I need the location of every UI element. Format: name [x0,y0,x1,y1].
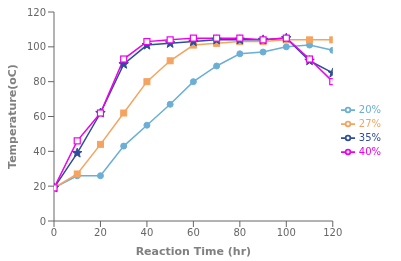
svg-text:Temperature(oC): Temperature(oC) [8,64,19,169]
svg-text:40: 40 [141,227,154,238]
svg-text:120: 120 [323,227,342,238]
svg-text:100: 100 [277,227,296,238]
svg-text:80: 80 [33,76,46,87]
svg-text:120: 120 [27,7,46,18]
svg-text:0: 0 [40,216,46,227]
html-text:40%: 40% [358,145,381,157]
svg-text:100: 100 [27,41,46,52]
html-text:27%: 27% [358,117,381,129]
svg-text:80: 80 [233,227,246,238]
svg-text:20: 20 [94,227,107,238]
svg-text:20: 20 [33,181,46,192]
svg-text:40: 40 [33,146,46,157]
svg-text:60: 60 [187,227,200,238]
html-text:35%: 35% [358,131,381,143]
svg-text:0: 0 [51,227,57,238]
html-text:20%: 20% [358,103,381,115]
svg-text:60: 60 [33,111,46,122]
svg-text:Reaction Time (hr): Reaction Time (hr) [136,245,251,258]
